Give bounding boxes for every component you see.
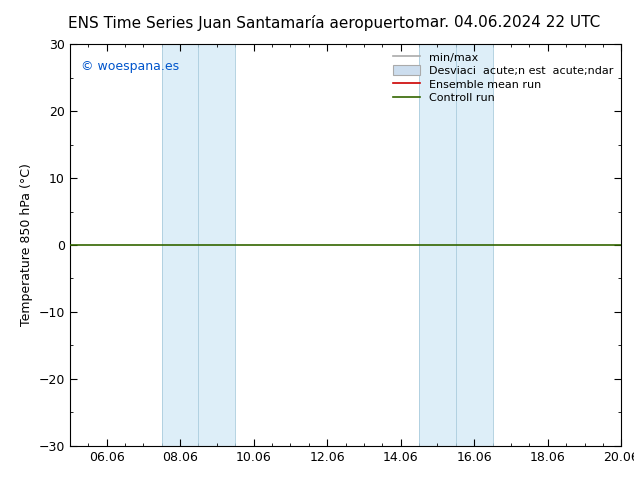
Bar	[419, 44, 493, 446]
Bar	[162, 44, 235, 446]
Y-axis label: Temperature 850 hPa (°C): Temperature 850 hPa (°C)	[20, 164, 33, 326]
Text: © woespana.es: © woespana.es	[81, 60, 179, 73]
Text: mar. 04.06.2024 22 UTC: mar. 04.06.2024 22 UTC	[415, 15, 600, 30]
Text: ENS Time Series Juan Santamaría aeropuerto: ENS Time Series Juan Santamaría aeropuer…	[68, 15, 414, 31]
Legend: min/max, Desviaci  acute;n est  acute;ndar, Ensemble mean run, Controll run: min/max, Desviaci acute;n est acute;ndar…	[391, 49, 616, 105]
